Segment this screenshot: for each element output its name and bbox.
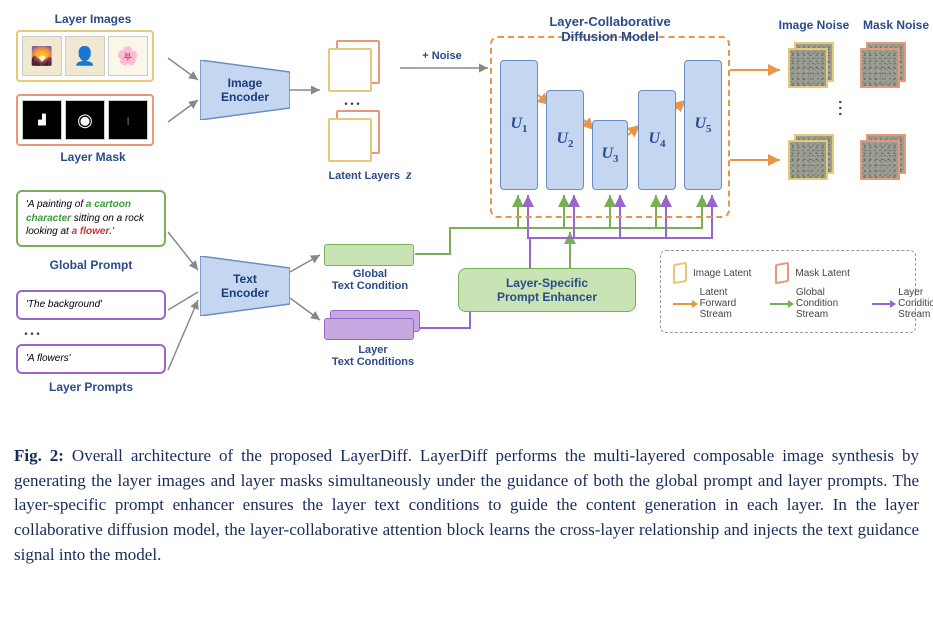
layer-prompt-flowers: 'A flowers' [16,344,166,374]
layer-prompt-dots: ... [24,322,42,340]
layer-cond-label: Layer Text Conditions [318,344,428,368]
text-encoder: Text Encoder [200,256,290,316]
image-noise-label: Image Noise [774,18,854,32]
u4-block: U4 [638,90,676,190]
global-cond-label: Global Text Condition [320,268,420,292]
mask-noise-label: Mask Noise [856,18,933,32]
legend-layer-stream: Layer Condition Stream [872,287,933,320]
thumb-image-2: 👤 [65,36,105,76]
legend-mask-latent: Mask Latent [775,263,849,283]
diffusion-title: Layer-Collaborative Diffusion Model [510,14,710,44]
legend-image-latent: Image Latent [673,263,751,283]
prompt-enhancer: Layer-Specific Prompt Enhancer [458,268,636,312]
legend-global-stream: Global Condition Stream [770,287,848,320]
noise-dots: ... [834,100,852,118]
latent-stack-bottom [328,110,384,166]
thumb-mask-3: | [108,100,148,140]
u5-block: U5 [684,60,722,190]
layer-images-label: Layer Images [38,12,148,26]
thumb-image-1: 🌄 [22,36,62,76]
thumb-image-3: 🌸 [108,36,148,76]
u3-block: U3 [592,120,628,190]
noise-image-top [788,42,836,90]
layer-images-row: 🌄 👤 🌸 [16,30,154,82]
layer-mask-row: ▟ ◉ | [16,94,154,146]
architecture-diagram: Layer Images 🌄 👤 🌸 ▟ ◉ | Layer Mask Imag… [10,10,923,430]
figure-caption: Fig. 2: Overall architecture of the prop… [10,444,923,567]
global-prompt-box: 'A painting of a cartoon character sitti… [16,190,166,247]
u1-block: U1 [500,60,538,190]
global-prompt-label: Global Prompt [36,258,146,272]
layer-mask-label: Layer Mask [38,150,148,164]
global-cond-box [324,244,414,266]
latent-layers-label: Latent Layers z [310,168,430,184]
latent-stack-top [328,40,384,96]
plus-noise-label: + Noise [412,50,472,62]
u2-block: U2 [546,90,584,190]
layer-prompts-label: Layer Prompts [36,380,146,394]
noise-image-bottom [788,134,836,182]
thumb-mask-1: ▟ [22,100,62,140]
legend-latent-stream: Latent Forward Stream [673,287,746,320]
image-encoder: Image Encoder [200,60,290,120]
legend: Image Latent Mask Latent Latent Forward … [660,250,916,333]
latent-dots: ... [344,92,362,110]
layer-prompt-bg: 'The background' [16,290,166,320]
noise-mask-top [860,42,908,90]
thumb-mask-2: ◉ [65,100,105,140]
layer-cond-box-2 [324,318,414,340]
noise-mask-bottom [860,134,908,182]
